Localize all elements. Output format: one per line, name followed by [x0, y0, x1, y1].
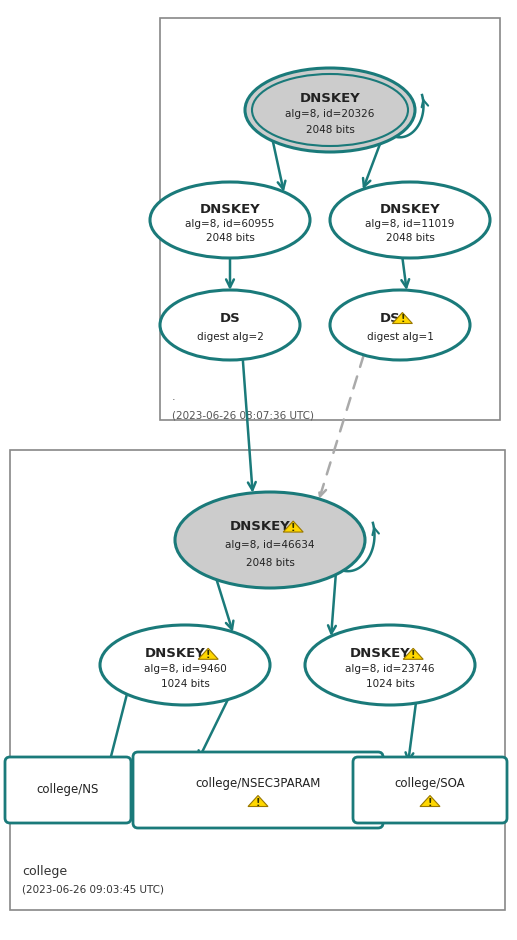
- Text: digest alg=2: digest alg=2: [196, 332, 264, 342]
- Text: !: !: [411, 650, 416, 660]
- Ellipse shape: [245, 68, 415, 152]
- Text: DS: DS: [379, 311, 400, 324]
- Text: DNSKEY: DNSKEY: [379, 203, 440, 216]
- Text: !: !: [400, 315, 405, 324]
- Text: alg=8, id=60955: alg=8, id=60955: [185, 219, 275, 228]
- FancyBboxPatch shape: [10, 450, 505, 910]
- FancyBboxPatch shape: [5, 757, 131, 823]
- Text: alg=8, id=46634: alg=8, id=46634: [225, 540, 315, 550]
- Ellipse shape: [160, 290, 300, 360]
- Text: alg=8, id=20326: alg=8, id=20326: [285, 109, 375, 119]
- Text: !: !: [256, 797, 260, 807]
- Polygon shape: [283, 521, 303, 532]
- Text: DNSKEY: DNSKEY: [230, 520, 291, 533]
- Text: college/SOA: college/SOA: [394, 776, 465, 790]
- Text: 2048 bits: 2048 bits: [206, 233, 254, 243]
- FancyBboxPatch shape: [133, 752, 383, 828]
- Text: (2023-06-26 08:07:36 UTC): (2023-06-26 08:07:36 UTC): [172, 410, 314, 420]
- Text: digest alg=1: digest alg=1: [367, 332, 433, 342]
- Text: DS: DS: [220, 311, 240, 324]
- Polygon shape: [420, 795, 440, 807]
- Text: college: college: [22, 865, 67, 878]
- Text: alg=8, id=11019: alg=8, id=11019: [366, 219, 454, 228]
- Text: DNSKEY: DNSKEY: [300, 92, 360, 104]
- Text: DNSKEY: DNSKEY: [145, 648, 205, 660]
- Text: (2023-06-26 09:03:45 UTC): (2023-06-26 09:03:45 UTC): [22, 885, 164, 895]
- Text: 2048 bits: 2048 bits: [246, 558, 295, 568]
- Polygon shape: [403, 649, 423, 659]
- Ellipse shape: [305, 625, 475, 705]
- Polygon shape: [248, 795, 268, 807]
- FancyBboxPatch shape: [160, 18, 500, 420]
- Ellipse shape: [150, 182, 310, 258]
- Text: DNSKEY: DNSKEY: [200, 203, 261, 216]
- Text: 2048 bits: 2048 bits: [386, 233, 434, 243]
- Text: !: !: [206, 650, 210, 660]
- Text: !: !: [428, 797, 432, 807]
- Text: !: !: [291, 523, 295, 533]
- Text: 1024 bits: 1024 bits: [366, 680, 415, 689]
- Ellipse shape: [175, 492, 365, 588]
- Text: 1024 bits: 1024 bits: [161, 680, 209, 689]
- Ellipse shape: [330, 290, 470, 360]
- Text: college/NS: college/NS: [37, 784, 99, 796]
- Ellipse shape: [330, 182, 490, 258]
- Polygon shape: [198, 649, 218, 659]
- FancyBboxPatch shape: [353, 757, 507, 823]
- Text: .: .: [172, 392, 176, 402]
- Text: DNSKEY: DNSKEY: [349, 648, 410, 660]
- Text: alg=8, id=9460: alg=8, id=9460: [144, 664, 226, 674]
- Text: 2048 bits: 2048 bits: [306, 125, 355, 135]
- Polygon shape: [392, 312, 413, 323]
- Text: alg=8, id=23746: alg=8, id=23746: [345, 664, 435, 674]
- Ellipse shape: [100, 625, 270, 705]
- Text: college/NSEC3PARAM: college/NSEC3PARAM: [195, 776, 321, 790]
